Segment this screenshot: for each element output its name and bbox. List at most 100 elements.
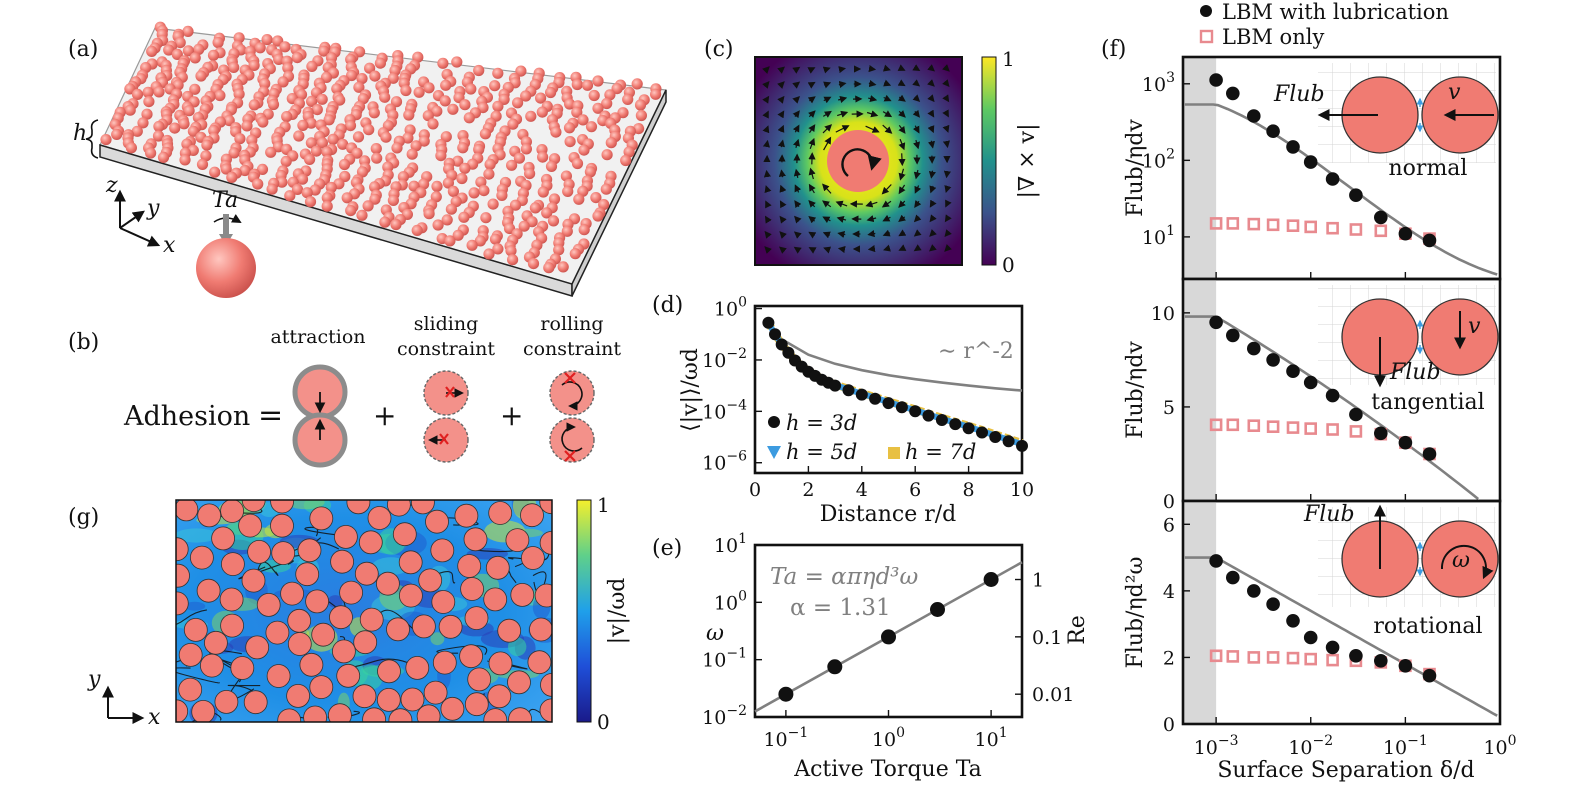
velocity-arrow bbox=[867, 245, 876, 253]
particle bbox=[496, 189, 508, 201]
data-point-lbm-only bbox=[1209, 418, 1223, 432]
data-point-lbm-only bbox=[1209, 649, 1223, 663]
particle-disk bbox=[352, 684, 377, 709]
data-point-e bbox=[881, 629, 896, 645]
particle-disk bbox=[505, 528, 530, 552]
particle-disk bbox=[204, 630, 228, 655]
panel-c: (c) 1 0 |∇ × v| bbox=[704, 37, 1040, 277]
particle bbox=[518, 220, 530, 232]
data-point-e bbox=[983, 572, 999, 587]
plus-sign-1: + bbox=[373, 399, 396, 432]
velocity-arrow bbox=[823, 96, 832, 104]
particle bbox=[234, 133, 246, 145]
particle-disk bbox=[346, 500, 371, 515]
particle bbox=[277, 76, 289, 88]
particle bbox=[458, 211, 470, 223]
particle bbox=[338, 158, 351, 171]
y-tick-label-f: 4 bbox=[1163, 581, 1175, 603]
velocity-arrow bbox=[881, 200, 892, 208]
particle bbox=[506, 254, 519, 266]
particle-disk bbox=[388, 708, 413, 722]
particle bbox=[248, 59, 260, 71]
velocity-arrow bbox=[897, 79, 906, 87]
x-tick-label-e: 101 bbox=[975, 725, 1008, 751]
rotation-arrow-icon bbox=[1440, 544, 1494, 580]
reference-power-law bbox=[767, 321, 1023, 392]
legend-h5-label: h = 5d bbox=[786, 440, 857, 464]
velocity-arrow bbox=[882, 229, 891, 237]
particle bbox=[182, 25, 194, 37]
data-point-lbm-lub bbox=[1349, 407, 1363, 422]
velocity-arrow bbox=[898, 244, 907, 251]
particle-disk bbox=[200, 653, 224, 678]
axes-frame-f bbox=[1181, 499, 1502, 726]
particle-disk bbox=[430, 538, 455, 563]
particle bbox=[459, 162, 471, 174]
particle bbox=[547, 215, 560, 227]
particle bbox=[601, 149, 613, 161]
particle bbox=[487, 198, 499, 210]
particle-disk bbox=[270, 513, 294, 538]
particle-disk bbox=[392, 522, 417, 547]
velocity-arrow bbox=[762, 139, 770, 148]
particle bbox=[623, 146, 635, 158]
particle bbox=[600, 183, 612, 195]
y-axis-label-d: ⟨|v|⟩/ωd bbox=[678, 348, 703, 432]
speed-patch bbox=[286, 500, 325, 510]
z-axis-label: z bbox=[105, 173, 118, 198]
particle-disk bbox=[507, 670, 531, 695]
particle bbox=[400, 84, 412, 97]
particle-disk bbox=[333, 525, 358, 549]
particle bbox=[562, 185, 574, 197]
particle-disk bbox=[309, 506, 334, 531]
particle-disk bbox=[220, 500, 244, 523]
particle bbox=[418, 178, 430, 190]
particle bbox=[223, 115, 235, 127]
panel-label-g: (g) bbox=[68, 505, 99, 530]
particle bbox=[131, 88, 144, 100]
particle bbox=[207, 49, 220, 61]
data-point-h3 bbox=[922, 409, 935, 422]
data-points-d bbox=[762, 316, 1028, 452]
particle bbox=[282, 62, 294, 74]
velocity-arrow bbox=[838, 80, 847, 89]
particle bbox=[442, 177, 454, 189]
particle bbox=[196, 158, 209, 170]
velocity-arrows bbox=[762, 64, 952, 254]
particle bbox=[622, 93, 634, 105]
particle-disk bbox=[287, 608, 312, 633]
particle-disk bbox=[183, 617, 208, 642]
y-tick-label-f: 0 bbox=[1163, 714, 1175, 736]
y-right-tick-label-e: 1 bbox=[1032, 570, 1044, 592]
particle bbox=[369, 70, 381, 82]
velocity-arrow bbox=[838, 95, 848, 103]
particle-disk bbox=[387, 500, 411, 517]
velocity-arrow bbox=[942, 124, 950, 133]
data-point-lbm-lub bbox=[1303, 155, 1318, 169]
x-axis-label-d: Distance r/d bbox=[820, 502, 956, 527]
particle-disk bbox=[230, 656, 255, 680]
particle bbox=[297, 119, 309, 131]
velocity-arrow bbox=[867, 230, 876, 238]
particle-disk bbox=[464, 606, 489, 630]
data-point-lbm-lub bbox=[1226, 328, 1240, 343]
particle bbox=[484, 158, 496, 170]
data-point-lbm-only bbox=[1226, 217, 1240, 230]
particle-disk bbox=[488, 651, 513, 676]
particle bbox=[444, 235, 456, 247]
data-point-lbm-lub bbox=[1266, 597, 1280, 611]
particle bbox=[563, 122, 576, 134]
velocity-arrow bbox=[779, 215, 787, 224]
particle bbox=[525, 110, 537, 122]
velocity-arrow bbox=[777, 124, 785, 133]
velocity-arrow bbox=[942, 109, 949, 118]
particle bbox=[254, 42, 266, 54]
particle bbox=[195, 70, 207, 82]
particle bbox=[564, 136, 576, 148]
particle bbox=[265, 146, 277, 158]
particle bbox=[321, 192, 333, 204]
particle bbox=[296, 173, 309, 185]
velocity-arrow bbox=[793, 246, 802, 254]
particle bbox=[432, 219, 444, 231]
